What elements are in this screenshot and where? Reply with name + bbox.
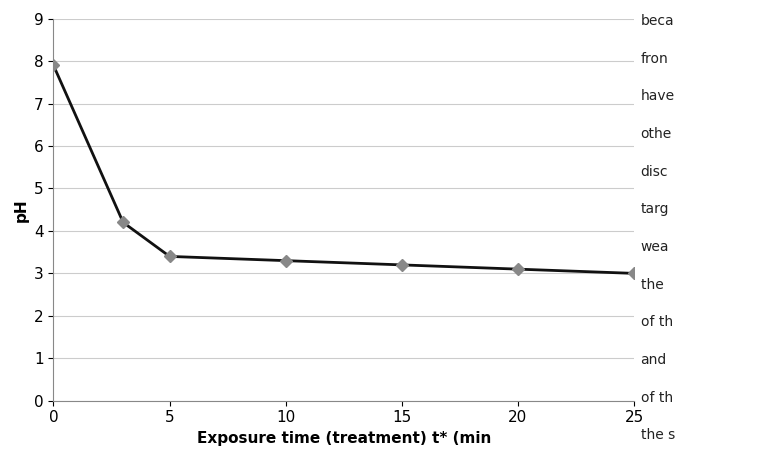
Text: of th: of th xyxy=(641,391,673,404)
Text: othe: othe xyxy=(641,127,672,141)
X-axis label: Exposure time (treatment) t* (min: Exposure time (treatment) t* (min xyxy=(196,431,491,446)
Text: disc: disc xyxy=(641,164,668,178)
Text: wea: wea xyxy=(641,240,669,254)
Text: the: the xyxy=(641,278,668,292)
Text: have: have xyxy=(641,89,675,103)
Y-axis label: pH: pH xyxy=(14,198,28,221)
Text: of th: of th xyxy=(641,315,673,329)
Text: the s: the s xyxy=(641,428,675,442)
Text: and: and xyxy=(641,353,667,367)
Text: beca: beca xyxy=(641,14,675,28)
Text: targ: targ xyxy=(641,202,669,216)
Text: fron: fron xyxy=(641,52,668,66)
